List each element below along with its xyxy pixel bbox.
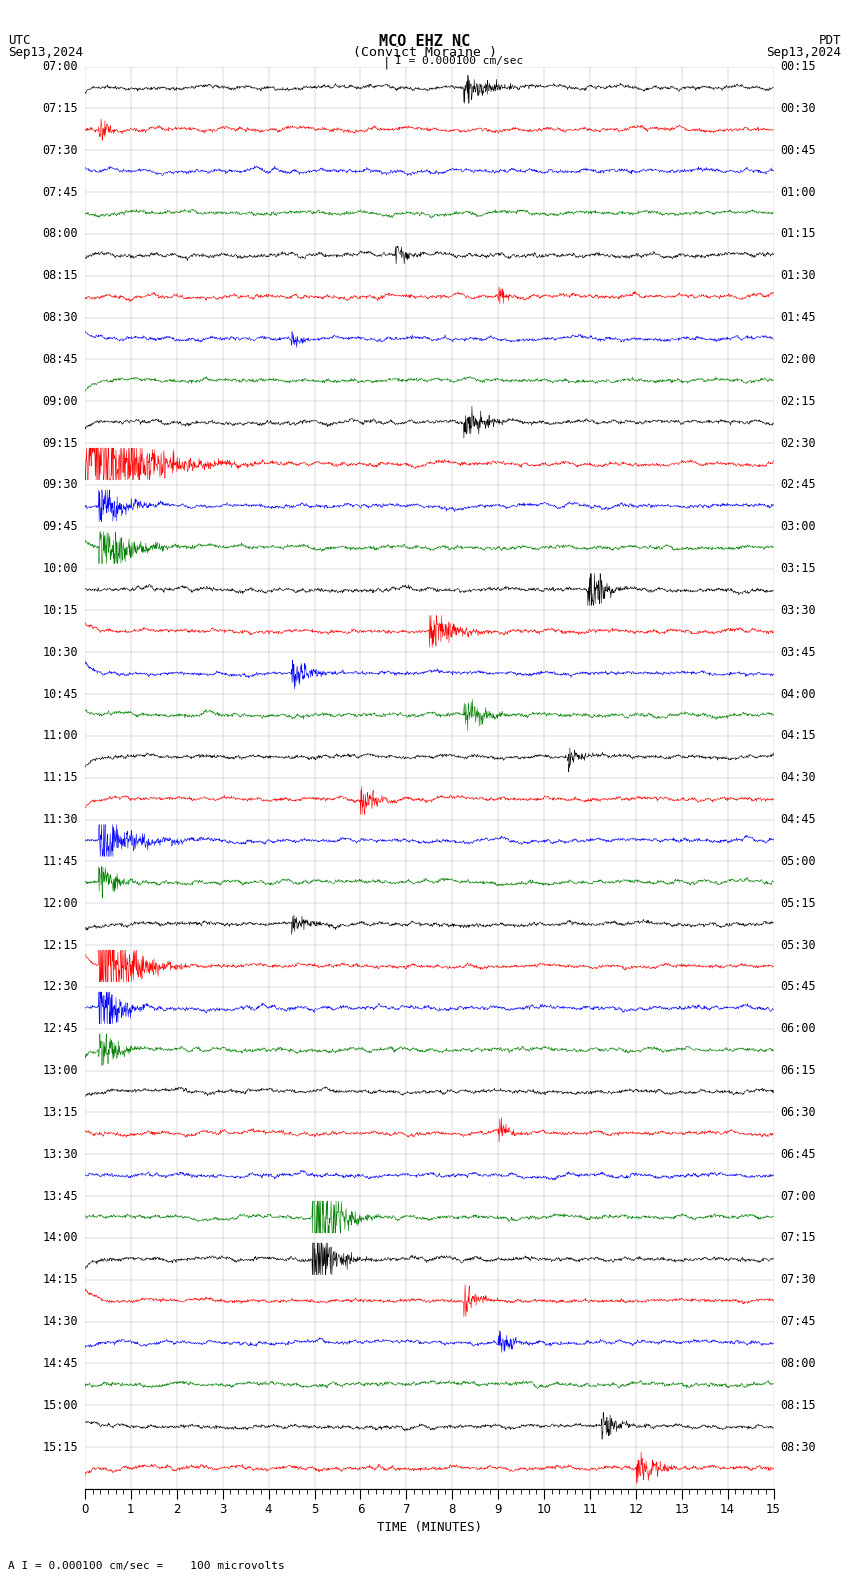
Text: 12:30: 12:30 [42,980,78,993]
Text: 05:15: 05:15 [780,897,816,909]
Text: 06:15: 06:15 [780,1064,816,1077]
Text: 15:00: 15:00 [42,1399,78,1411]
Text: 02:00: 02:00 [780,353,816,366]
Text: 13:15: 13:15 [42,1106,78,1118]
Text: 01:15: 01:15 [780,228,816,241]
Text: 08:45: 08:45 [42,353,78,366]
Text: 11:30: 11:30 [42,813,78,827]
Text: 02:15: 02:15 [780,394,816,407]
Text: 02:30: 02:30 [780,437,816,450]
Text: A I = 0.000100 cm/sec =    100 microvolts: A I = 0.000100 cm/sec = 100 microvolts [8,1562,286,1571]
Text: 09:30: 09:30 [42,478,78,491]
Text: 05:45: 05:45 [780,980,816,993]
Text: 14:45: 14:45 [42,1357,78,1370]
Text: 04:15: 04:15 [780,729,816,743]
Text: 01:30: 01:30 [780,269,816,282]
Text: (Convict Moraine ): (Convict Moraine ) [353,46,497,59]
Text: 07:15: 07:15 [42,101,78,116]
Text: 08:00: 08:00 [780,1357,816,1370]
Text: 04:30: 04:30 [780,771,816,784]
Text: 07:00: 07:00 [780,1190,816,1202]
Text: 09:00: 09:00 [42,394,78,407]
Text: |: | [383,55,390,70]
Text: 08:15: 08:15 [42,269,78,282]
Text: 03:15: 03:15 [780,562,816,575]
Text: 09:45: 09:45 [42,520,78,534]
Text: 08:30: 08:30 [780,1440,816,1454]
Text: 08:30: 08:30 [42,310,78,325]
Text: 12:00: 12:00 [42,897,78,909]
Text: 15:15: 15:15 [42,1440,78,1454]
X-axis label: TIME (MINUTES): TIME (MINUTES) [377,1521,482,1535]
Text: 04:00: 04:00 [780,687,816,700]
Text: 13:45: 13:45 [42,1190,78,1202]
Text: I = 0.000100 cm/sec: I = 0.000100 cm/sec [395,55,524,67]
Text: 07:45: 07:45 [780,1315,816,1327]
Text: 02:45: 02:45 [780,478,816,491]
Text: 14:00: 14:00 [42,1231,78,1245]
Text: 03:30: 03:30 [780,604,816,616]
Text: 11:45: 11:45 [42,855,78,868]
Text: 12:45: 12:45 [42,1022,78,1036]
Text: 11:00: 11:00 [42,729,78,743]
Text: 05:30: 05:30 [780,939,816,952]
Text: 11:15: 11:15 [42,771,78,784]
Text: 00:45: 00:45 [780,144,816,157]
Text: 00:15: 00:15 [780,60,816,73]
Text: 10:15: 10:15 [42,604,78,616]
Text: Sep13,2024: Sep13,2024 [8,46,83,59]
Text: 08:00: 08:00 [42,228,78,241]
Text: UTC: UTC [8,33,31,48]
Text: 08:15: 08:15 [780,1399,816,1411]
Text: 01:45: 01:45 [780,310,816,325]
Text: 12:15: 12:15 [42,939,78,952]
Text: 06:30: 06:30 [780,1106,816,1118]
Text: 00:30: 00:30 [780,101,816,116]
Text: 14:15: 14:15 [42,1274,78,1286]
Text: PDT: PDT [819,33,842,48]
Text: 06:45: 06:45 [780,1148,816,1161]
Text: 03:45: 03:45 [780,646,816,659]
Text: 10:30: 10:30 [42,646,78,659]
Text: Sep13,2024: Sep13,2024 [767,46,842,59]
Text: 03:00: 03:00 [780,520,816,534]
Text: MCO EHZ NC: MCO EHZ NC [379,33,471,49]
Text: 07:30: 07:30 [42,144,78,157]
Text: 09:15: 09:15 [42,437,78,450]
Text: 14:30: 14:30 [42,1315,78,1327]
Text: 10:00: 10:00 [42,562,78,575]
Text: 06:00: 06:00 [780,1022,816,1036]
Text: 07:00: 07:00 [42,60,78,73]
Text: 05:00: 05:00 [780,855,816,868]
Text: 01:00: 01:00 [780,185,816,198]
Text: 07:30: 07:30 [780,1274,816,1286]
Text: 13:30: 13:30 [42,1148,78,1161]
Text: 07:45: 07:45 [42,185,78,198]
Text: 13:00: 13:00 [42,1064,78,1077]
Text: 10:45: 10:45 [42,687,78,700]
Text: 07:15: 07:15 [780,1231,816,1245]
Text: 04:45: 04:45 [780,813,816,827]
